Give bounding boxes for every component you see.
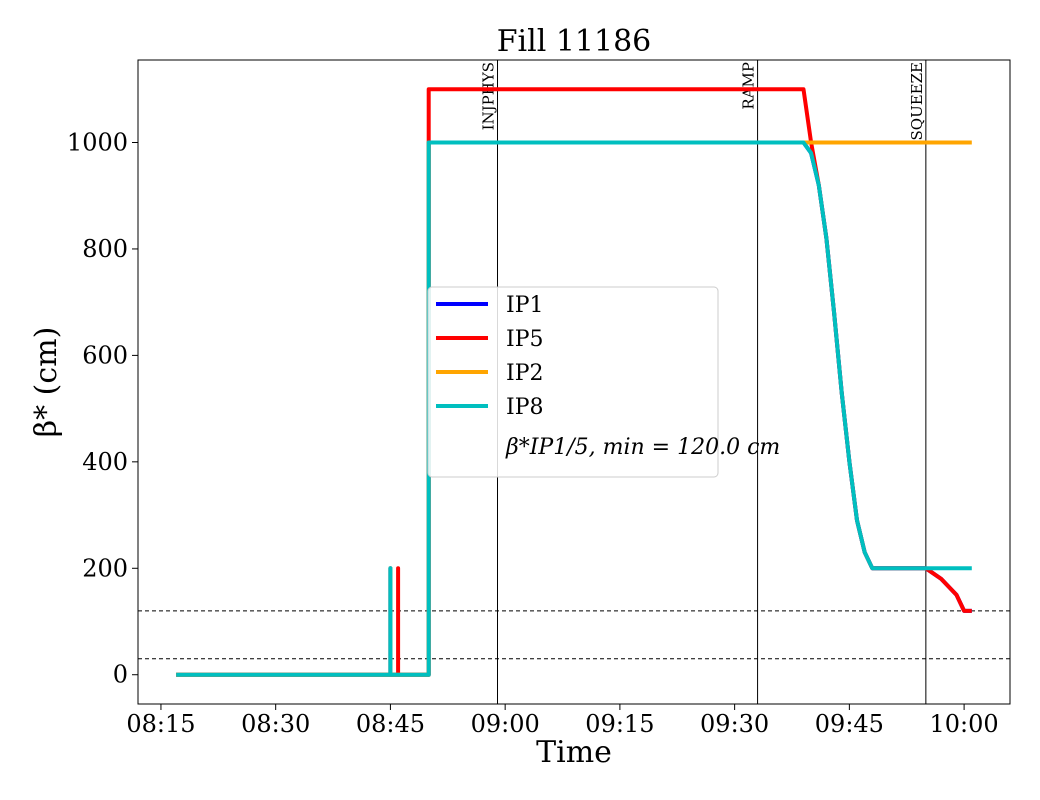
y-tick-label: 600 xyxy=(82,341,128,369)
x-tick-label: 08:15 xyxy=(126,710,195,738)
series-lines xyxy=(176,87,972,677)
y-axis: 0 200 400 600 800 1000 xyxy=(67,128,138,689)
y-tick-label: 800 xyxy=(82,235,128,263)
y-axis-label: β* (cm) xyxy=(29,327,64,438)
phase-marker-label: INJPHYS xyxy=(480,62,498,130)
x-tick-label: 09:45 xyxy=(815,710,884,738)
legend-box xyxy=(427,286,719,478)
x-tick-label: 09:15 xyxy=(585,710,654,738)
x-tick-label: 08:45 xyxy=(356,710,425,738)
x-tick-label: 10:00 xyxy=(930,710,999,738)
phase-marker-label: SQUEEZE xyxy=(908,62,926,141)
legend-label: IP8 xyxy=(506,395,544,420)
y-tick-label: 400 xyxy=(82,448,128,476)
legend-label: IP1 xyxy=(506,293,544,318)
legend-beta-min: β*IP1/5, min = 120.0 cm xyxy=(505,435,780,460)
y-tick-label: 200 xyxy=(82,554,128,582)
plot-frame xyxy=(137,59,1011,705)
series-line-ip8 xyxy=(176,140,972,677)
y-tick-label: 0 xyxy=(113,661,128,689)
x-tick-label: 08:30 xyxy=(241,710,310,738)
x-tick-label: 09:30 xyxy=(700,710,769,738)
legend-label: IP2 xyxy=(506,361,544,386)
x-tick-label: 09:00 xyxy=(471,710,540,738)
legend-label: IP5 xyxy=(506,327,544,352)
legend: IP1 IP5 IP2 IP8 β*IP1/5, min = 120.0 cm xyxy=(427,286,780,478)
x-axis-label: Time xyxy=(536,735,612,770)
y-tick-label: 1000 xyxy=(67,128,128,156)
phase-marker-label: RAMP xyxy=(740,62,758,110)
reference-lines xyxy=(138,610,1010,660)
chart-title: Fill 11186 xyxy=(497,24,652,59)
x-axis: 08:15 08:30 08:45 09:00 09:15 09:30 09:45 10:00 xyxy=(126,704,999,738)
